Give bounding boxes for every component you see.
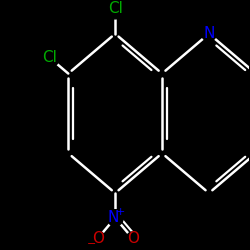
Circle shape <box>107 210 123 226</box>
Text: O: O <box>127 231 139 246</box>
Circle shape <box>90 231 105 247</box>
Text: N: N <box>108 210 119 225</box>
Text: Cl: Cl <box>108 2 122 16</box>
Circle shape <box>105 0 125 19</box>
Text: O: O <box>92 231 104 246</box>
Circle shape <box>126 232 140 246</box>
Text: N: N <box>203 26 215 41</box>
Text: −: − <box>87 239 96 249</box>
Text: Cl: Cl <box>42 50 57 65</box>
Circle shape <box>202 26 216 41</box>
Text: +: + <box>116 208 125 218</box>
Circle shape <box>40 48 59 68</box>
